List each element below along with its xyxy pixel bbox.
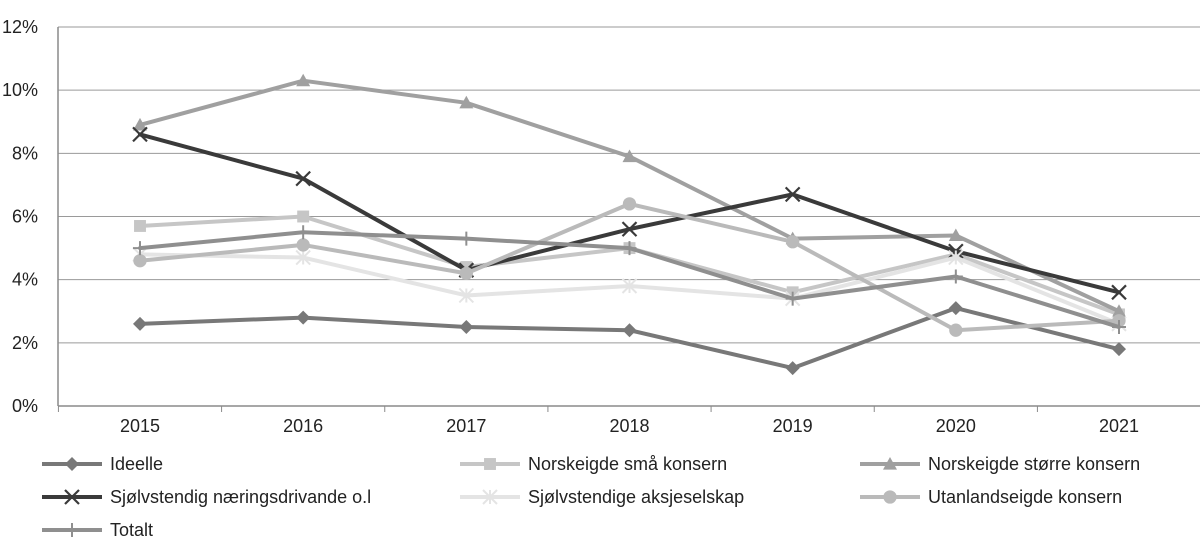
data-point (459, 231, 474, 246)
data-point (296, 238, 310, 252)
legend-item: Norskeigde små konsern (460, 454, 727, 474)
data-point (786, 235, 800, 249)
data-point (621, 221, 638, 237)
legend-swatch-marker (64, 489, 80, 505)
y-tick-label: 0% (12, 396, 38, 416)
series-lines (132, 73, 1127, 376)
data-point (622, 149, 637, 163)
data-point (785, 291, 800, 306)
data-point (459, 320, 474, 335)
axes: 0% 2% 4% 6% 8% 10% 12% 2015 2016 2017 2018 2019 2020… (2, 17, 1139, 436)
data-point (621, 278, 638, 294)
y-tick-label: 10% (2, 80, 38, 100)
series-6 (133, 225, 1126, 335)
legend-swatch-marker (883, 490, 897, 504)
legend-item: Norskeigde større konsern (860, 454, 1140, 474)
x-tick-label: 2015 (120, 416, 160, 436)
data-point (459, 266, 473, 280)
data-point (948, 301, 963, 316)
legend-swatch-marker (65, 523, 79, 537)
legend-label: Sjølvstendig næringsdrivande o.l (110, 487, 371, 507)
data-point (296, 73, 311, 87)
legend-item: Sjølvstendig næringsdrivande o.l (42, 487, 371, 507)
x-tick-label: 2020 (936, 416, 976, 436)
x-tick-label: 2021 (1099, 416, 1139, 436)
legend-swatch-marker (484, 458, 496, 470)
series-2 (133, 73, 1126, 317)
data-point (1112, 304, 1126, 317)
data-point (949, 323, 963, 337)
data-point (133, 316, 147, 331)
data-point (295, 170, 311, 187)
legend-label: Ideelle (110, 454, 163, 474)
legend-label: Utanlandseigde konsern (928, 487, 1122, 507)
y-tick-label: 8% (12, 143, 38, 163)
data-point (622, 323, 637, 338)
x-tick-label: 2017 (446, 416, 486, 436)
legend-item: Ideelle (42, 454, 163, 474)
data-point (296, 225, 311, 240)
data-point (1112, 320, 1126, 335)
series-0 (133, 301, 1126, 376)
grid (58, 26, 1200, 407)
data-point (785, 361, 800, 376)
legend: Ideelle Norskeigde små konsern Norskeigde … (42, 454, 1140, 540)
x-tick-label: 2019 (773, 416, 813, 436)
data-point (948, 228, 963, 242)
legend-item: Totalt (42, 520, 153, 540)
data-point (459, 95, 474, 109)
data-point (133, 241, 147, 256)
data-point (133, 254, 147, 268)
data-point (1112, 342, 1126, 357)
y-tick-label: 4% (12, 270, 38, 290)
legend-swatch-marker (482, 489, 498, 505)
data-point (132, 126, 148, 143)
legend-label: Totalt (110, 520, 153, 540)
data-point (458, 287, 475, 304)
x-tick-label: 2018 (609, 416, 649, 436)
data-point (296, 310, 311, 325)
legend-item: Utanlandseigde konsern (860, 487, 1122, 507)
y-tick-label: 12% (2, 17, 38, 37)
legend-label: Norskeigde små konsern (528, 454, 727, 474)
legend-label: Sjølvstendige aksjeselskap (528, 487, 744, 507)
legend-swatch-marker (883, 457, 897, 470)
data-point (784, 186, 801, 203)
data-point (295, 249, 311, 266)
data-point (133, 117, 147, 131)
series-line (138, 78, 1121, 314)
legend-label: Norskeigde større konsern (928, 454, 1140, 474)
data-point (297, 210, 310, 223)
data-point (948, 249, 964, 266)
legend-item: Sjølvstendige aksjeselskap (460, 487, 744, 507)
data-point (948, 269, 963, 284)
series-line (138, 306, 1121, 371)
data-point (622, 241, 637, 256)
data-point (1111, 284, 1127, 301)
data-point (622, 197, 637, 211)
y-tick-label: 2% (12, 333, 38, 353)
data-point (134, 220, 146, 232)
x-tick-label: 2016 (283, 416, 323, 436)
y-tick-label: 6% (12, 207, 38, 227)
legend-swatch-marker (65, 457, 79, 471)
